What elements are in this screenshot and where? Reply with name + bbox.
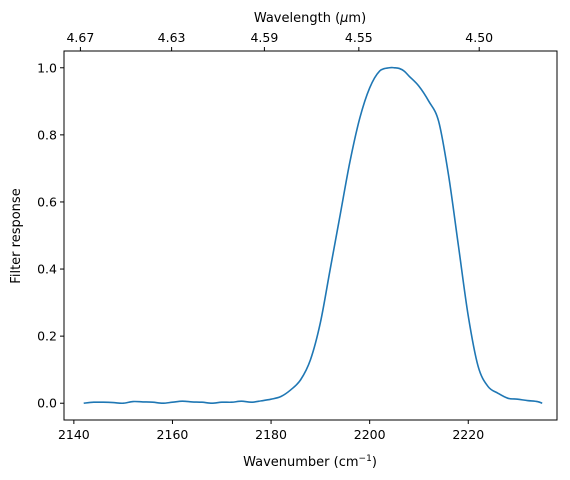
x-axis-label: Wavenumber (cm−1)	[243, 454, 377, 470]
x-tick-label: 2160	[157, 427, 189, 442]
x-tick-label: 2200	[354, 427, 386, 442]
series-line	[83, 66, 543, 405]
y-tick-label: 0.6	[37, 194, 57, 209]
x-tick-label: 2140	[58, 427, 90, 442]
y-tick-label: 0.2	[37, 329, 57, 344]
top-tick-label: 4.50	[465, 30, 493, 45]
top-tick-label: 4.63	[158, 30, 186, 45]
y-tick-label: 0.0	[37, 396, 57, 411]
plot-frame	[63, 50, 558, 421]
top-tick-label: 4.55	[345, 30, 373, 45]
y-tick-label: 1.0	[37, 60, 57, 75]
y-axis-label: Filter response	[9, 188, 24, 283]
top-tick-label: 4.67	[66, 30, 94, 45]
x-tick-label: 2220	[452, 427, 484, 442]
y-tick-label: 0.8	[37, 127, 57, 142]
plot-lines	[83, 66, 543, 405]
top-tick-label: 4.59	[250, 30, 278, 45]
y-tick-label: 0.4	[37, 262, 57, 277]
top-x-axis-label: Wavelength (μm)	[254, 11, 366, 26]
tick-group: 2140 2160 2180 2200 2220 0.0 0.2 0.4 0.6 0.8 1.0 4.…	[37, 30, 493, 442]
x-tick-label: 2180	[255, 427, 287, 442]
